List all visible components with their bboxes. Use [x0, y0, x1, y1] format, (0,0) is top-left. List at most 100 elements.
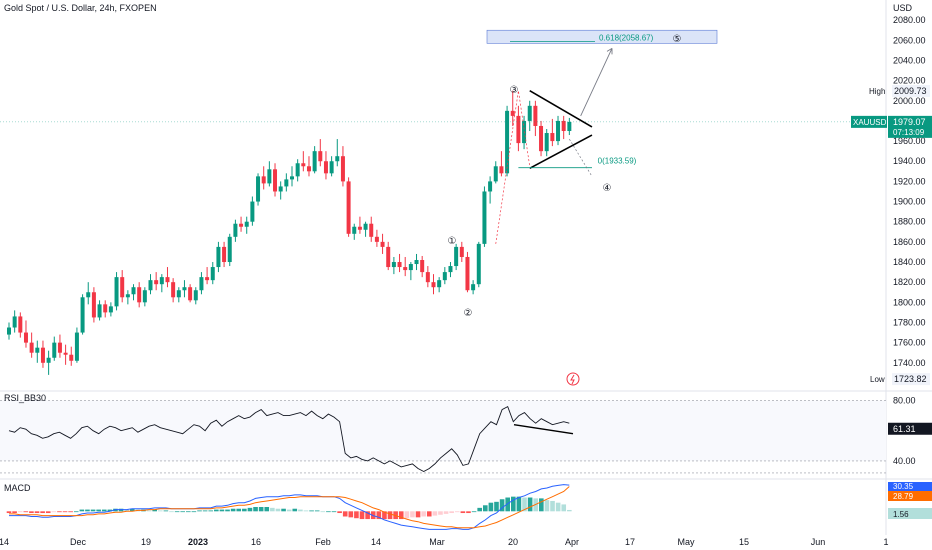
candle-body[interactable] — [176, 290, 181, 298]
candle-body[interactable] — [137, 287, 142, 303]
candle-body[interactable] — [74, 332, 79, 361]
candle-body[interactable] — [108, 306, 113, 313]
candle-body[interactable] — [199, 277, 204, 291]
candle-body[interactable] — [374, 236, 379, 242]
candle-body[interactable] — [142, 290, 147, 303]
candle-body[interactable] — [63, 352, 68, 355]
candle-body[interactable] — [340, 156, 345, 182]
candle-body[interactable] — [12, 316, 17, 328]
candle-body[interactable] — [556, 120, 561, 142]
candle-body[interactable] — [567, 121, 572, 132]
candle-body[interactable] — [120, 277, 125, 298]
candle-body[interactable] — [505, 110, 510, 174]
candle-body[interactable] — [471, 284, 476, 291]
candle-body[interactable] — [171, 282, 176, 298]
candle-body[interactable] — [18, 316, 23, 333]
candle-body[interactable] — [420, 260, 425, 273]
candle-body[interactable] — [397, 262, 402, 268]
candle-body[interactable] — [550, 133, 555, 142]
candle-body[interactable] — [165, 277, 170, 283]
candle-body[interactable] — [414, 260, 419, 265]
candle-body[interactable] — [476, 243, 481, 285]
candle-body[interactable] — [23, 332, 28, 343]
candle-body[interactable] — [284, 179, 289, 187]
candle-body[interactable] — [267, 169, 272, 184]
candle-body[interactable] — [431, 282, 436, 288]
candle-body[interactable] — [256, 176, 261, 202]
triangle-upper-line[interactable] — [529, 90, 593, 128]
candle-body[interactable] — [69, 354, 74, 361]
candle-body[interactable] — [539, 125, 544, 152]
lightning-icon[interactable] — [566, 372, 580, 386]
candle-body[interactable] — [329, 161, 334, 174]
candle-body[interactable] — [250, 201, 255, 222]
candle-body[interactable] — [527, 105, 532, 121]
candle-body[interactable] — [210, 267, 215, 281]
candle-body[interactable] — [448, 266, 453, 273]
candle-body[interactable] — [301, 163, 306, 167]
candle-body[interactable] — [154, 280, 159, 285]
candle-body[interactable] — [216, 246, 221, 268]
candle-body[interactable] — [227, 236, 232, 263]
wave-label-4[interactable]: ④ — [603, 183, 612, 194]
candle-body[interactable] — [454, 246, 459, 267]
candle-body[interactable] — [306, 166, 311, 172]
candle-body[interactable] — [522, 120, 527, 144]
candle-body[interactable] — [561, 120, 566, 132]
candle-body[interactable] — [91, 292, 96, 318]
candle-body[interactable] — [510, 110, 515, 116]
candle-body[interactable] — [7, 327, 11, 335]
candle-body[interactable] — [391, 262, 396, 268]
candle-body[interactable] — [261, 176, 266, 184]
candle-body[interactable] — [52, 342, 57, 358]
candle-body[interactable] — [97, 304, 102, 318]
rsi-line[interactable] — [8, 405, 570, 473]
candle-body[interactable] — [465, 256, 470, 291]
candle-body[interactable] — [222, 246, 227, 263]
wave-label-3[interactable]: ③ — [510, 85, 519, 96]
candle-body[interactable] — [437, 280, 442, 288]
candle-body[interactable] — [533, 105, 538, 126]
candle-body[interactable] — [386, 246, 391, 268]
candle-body[interactable] — [516, 115, 521, 144]
candle-body[interactable] — [380, 241, 385, 247]
fib-target-box[interactable] — [486, 29, 718, 44]
candle-body[interactable] — [499, 166, 504, 174]
candle-body[interactable] — [403, 267, 408, 271]
candle-body[interactable] — [273, 169, 278, 192]
candle-body[interactable] — [482, 191, 487, 244]
candle-body[interactable] — [239, 223, 244, 227]
candle-body[interactable] — [346, 181, 351, 234]
candle-body[interactable] — [29, 342, 34, 353]
candle-body[interactable] — [369, 223, 374, 237]
candle-body[interactable] — [352, 226, 357, 234]
candle-body[interactable] — [80, 297, 85, 333]
candle-body[interactable] — [459, 246, 464, 257]
candle-body[interactable] — [425, 272, 430, 283]
candle-body[interactable] — [131, 287, 136, 295]
wave-label-1[interactable]: ① — [448, 236, 457, 247]
candle-body[interactable] — [295, 163, 300, 177]
candle-body[interactable] — [205, 277, 210, 281]
candle-body[interactable] — [114, 277, 119, 307]
candle-body[interactable] — [493, 166, 498, 182]
candle-body[interactable] — [193, 290, 198, 301]
candle-body[interactable] — [46, 357, 51, 363]
rsi-divergence-line[interactable] — [513, 423, 574, 435]
candle-body[interactable] — [159, 277, 164, 285]
candle-body[interactable] — [323, 161, 328, 174]
candle-body[interactable] — [233, 223, 238, 237]
candle-body[interactable] — [312, 151, 317, 172]
candle-body[interactable] — [103, 304, 108, 313]
signal-line[interactable] — [9, 486, 570, 529]
candle-body[interactable] — [188, 287, 193, 301]
candle-body[interactable] — [35, 347, 40, 353]
candle-body[interactable] — [57, 342, 62, 353]
triangle-lower-line[interactable] — [529, 134, 593, 170]
candle-body[interactable] — [278, 186, 283, 192]
candle-body[interactable] — [125, 294, 130, 298]
candle-body[interactable] — [488, 181, 493, 192]
candle-body[interactable] — [363, 223, 368, 230]
candle-body[interactable] — [442, 272, 447, 281]
